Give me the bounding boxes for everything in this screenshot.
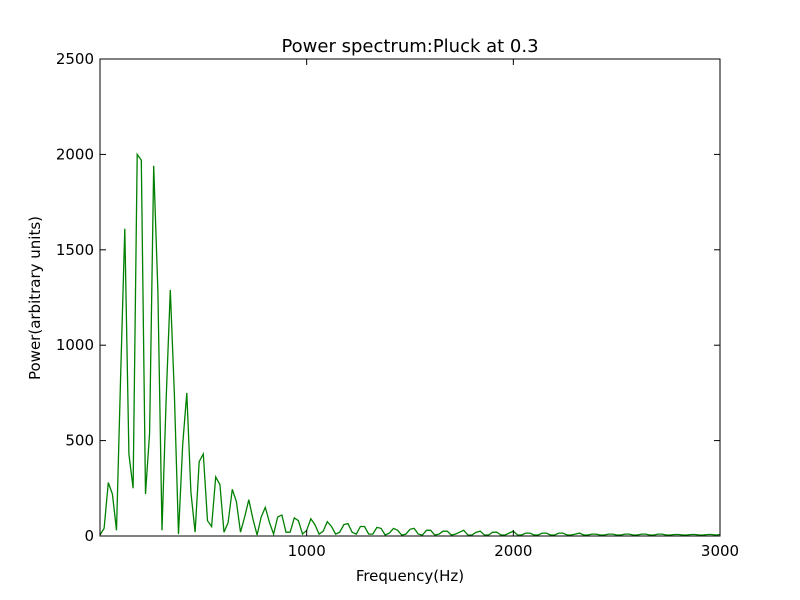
y-tick-label: 2000: [56, 145, 94, 163]
series-line-0: [99, 152, 721, 537]
x-tick-label: 2000: [494, 542, 532, 560]
x-tick-label: 3000: [701, 542, 739, 560]
x-axis-label: Frequency(Hz): [356, 567, 464, 585]
chart-title: Power spectrum:Pluck at 0.3: [281, 36, 538, 57]
plot-area: [99, 152, 721, 537]
y-tick-label: 2500: [56, 50, 94, 68]
y-tick-label: 500: [65, 432, 94, 450]
axis-ticks: 1000 2000 3000 0 500 1000 1500 2000 2500: [56, 50, 739, 560]
y-axis-label: Power(arbitrary units): [26, 216, 44, 380]
y-tick-label: 0: [84, 527, 94, 545]
y-tick-label: 1000: [56, 336, 94, 354]
axes-frame: [99, 58, 721, 537]
y-tick-label: 1500: [56, 241, 94, 259]
x-tick-label: 1000: [288, 542, 326, 560]
